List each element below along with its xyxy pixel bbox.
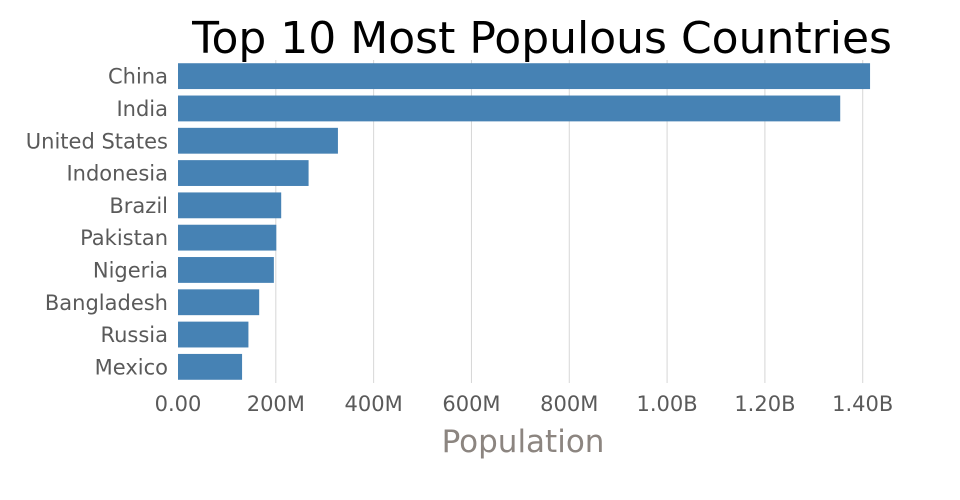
bar-indonesia bbox=[178, 160, 309, 186]
x-tick-label: 200M bbox=[247, 392, 305, 416]
bar-pakistan bbox=[178, 224, 277, 251]
x-tick-label: 1.20B bbox=[734, 392, 795, 416]
bar-india bbox=[178, 95, 841, 122]
y-tick-label: Indonesia bbox=[66, 162, 168, 186]
bar-bangladesh bbox=[178, 289, 260, 316]
y-tick-label: United States bbox=[26, 129, 168, 153]
y-tick-label: Bangladesh bbox=[45, 291, 168, 315]
bar-united-states bbox=[178, 127, 338, 154]
y-tick-label: India bbox=[116, 97, 168, 121]
x-tick-label: 400M bbox=[345, 392, 403, 416]
bar-russia bbox=[178, 321, 249, 348]
y-tick-label: Nigeria bbox=[93, 258, 168, 282]
bar-mexico bbox=[178, 353, 243, 380]
y-tick-label: Russia bbox=[100, 323, 168, 347]
y-tick-label: Mexico bbox=[95, 355, 168, 379]
bar-china bbox=[178, 63, 871, 90]
x-tick-label: 1.00B bbox=[637, 392, 698, 416]
x-axis-tick-labels: 0.00 200M 400M 600M 800M 1.00B 1.20B 1.40B bbox=[155, 392, 894, 416]
bar-brazil bbox=[178, 192, 282, 219]
y-tick-label: Pakistan bbox=[80, 226, 168, 250]
x-tick-label: 600M bbox=[442, 392, 500, 416]
y-tick-label: China bbox=[108, 65, 168, 89]
chart-title: Top 10 Most Populous Countries bbox=[191, 13, 892, 64]
bar-nigeria bbox=[178, 257, 274, 283]
x-tick-label: 1.40B bbox=[832, 392, 893, 416]
x-tick-label: 800M bbox=[540, 392, 598, 416]
y-tick-label: Brazil bbox=[109, 194, 168, 218]
x-tick-label: 0.00 bbox=[155, 392, 202, 416]
y-axis-tick-labels: China India United States Indonesia Brazil Pa… bbox=[26, 65, 168, 380]
bars bbox=[178, 63, 871, 380]
x-axis-title: Population bbox=[442, 424, 605, 460]
